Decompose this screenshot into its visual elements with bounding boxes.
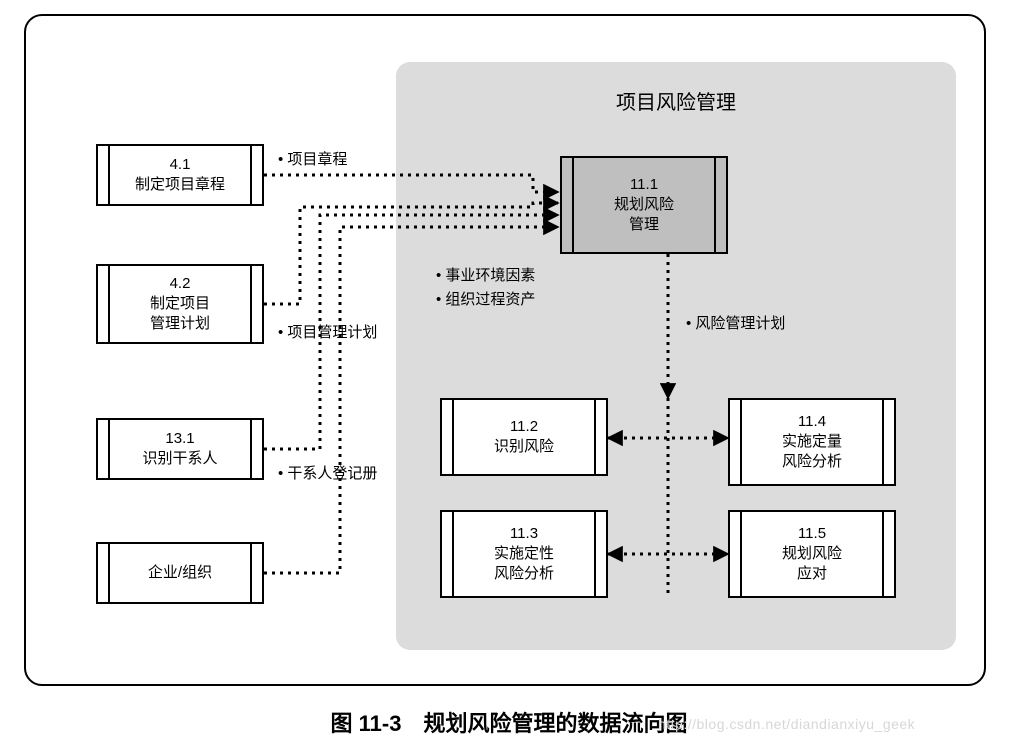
edge-label: • 事业环境因素: [436, 264, 535, 285]
node-num: 11.3: [510, 524, 538, 544]
group-title: 项目风险管理: [396, 86, 956, 115]
node-num: 4.1: [170, 155, 191, 175]
edge-label: • 干系人登记册: [278, 462, 377, 483]
node-label: 管理: [629, 215, 659, 235]
node-label: 应对: [797, 564, 827, 584]
node-n112: 11.2识别风险: [440, 398, 608, 476]
diagram-canvas: 项目风险管理 4.1制定项目章程 4.2制定项目管理计划 13.1识别干系人企业/组…: [0, 0, 1018, 747]
node-n111: 11.1规划风险管理: [560, 156, 728, 254]
node-label: 实施定性: [494, 544, 554, 564]
edge-label: • 风险管理计划: [686, 312, 785, 333]
node-label: 识别干系人: [142, 449, 217, 469]
edge-label: • 组织过程资产: [436, 288, 535, 309]
node-label: 管理计划: [150, 314, 210, 334]
node-num: 11.2: [510, 417, 538, 437]
edge-label: • 项目管理计划: [278, 321, 377, 342]
node-label: 规划风险: [614, 195, 674, 215]
node-label: 风险分析: [494, 564, 554, 584]
node-num: 4.2: [170, 274, 191, 294]
watermark: http://blog.csdn.net/diandianxiyu_geek: [658, 716, 915, 732]
node-label: 识别风险: [494, 437, 554, 457]
node-n113: 11.3实施定性风险分析: [440, 510, 608, 598]
node-label: 制定项目: [150, 294, 210, 314]
node-label: 风险分析: [782, 452, 842, 472]
node-label: 企业/组织: [148, 563, 212, 583]
node-norg: 企业/组织: [96, 542, 264, 604]
node-label: 实施定量: [782, 432, 842, 452]
edge-label: • 项目章程: [278, 148, 347, 169]
node-n131: 13.1识别干系人: [96, 418, 264, 480]
node-num: 11.1: [630, 175, 658, 195]
node-n41: 4.1制定项目章程: [96, 144, 264, 206]
node-n42: 4.2制定项目管理计划: [96, 264, 264, 344]
node-num: 13.1: [165, 429, 194, 449]
node-n115: 11.5规划风险应对: [728, 510, 896, 598]
node-label: 制定项目章程: [135, 175, 225, 195]
node-num: 11.5: [798, 524, 826, 544]
node-n114: 11.4实施定量风险分析: [728, 398, 896, 486]
node-num: 11.4: [798, 412, 826, 432]
node-label: 规划风险: [782, 544, 842, 564]
